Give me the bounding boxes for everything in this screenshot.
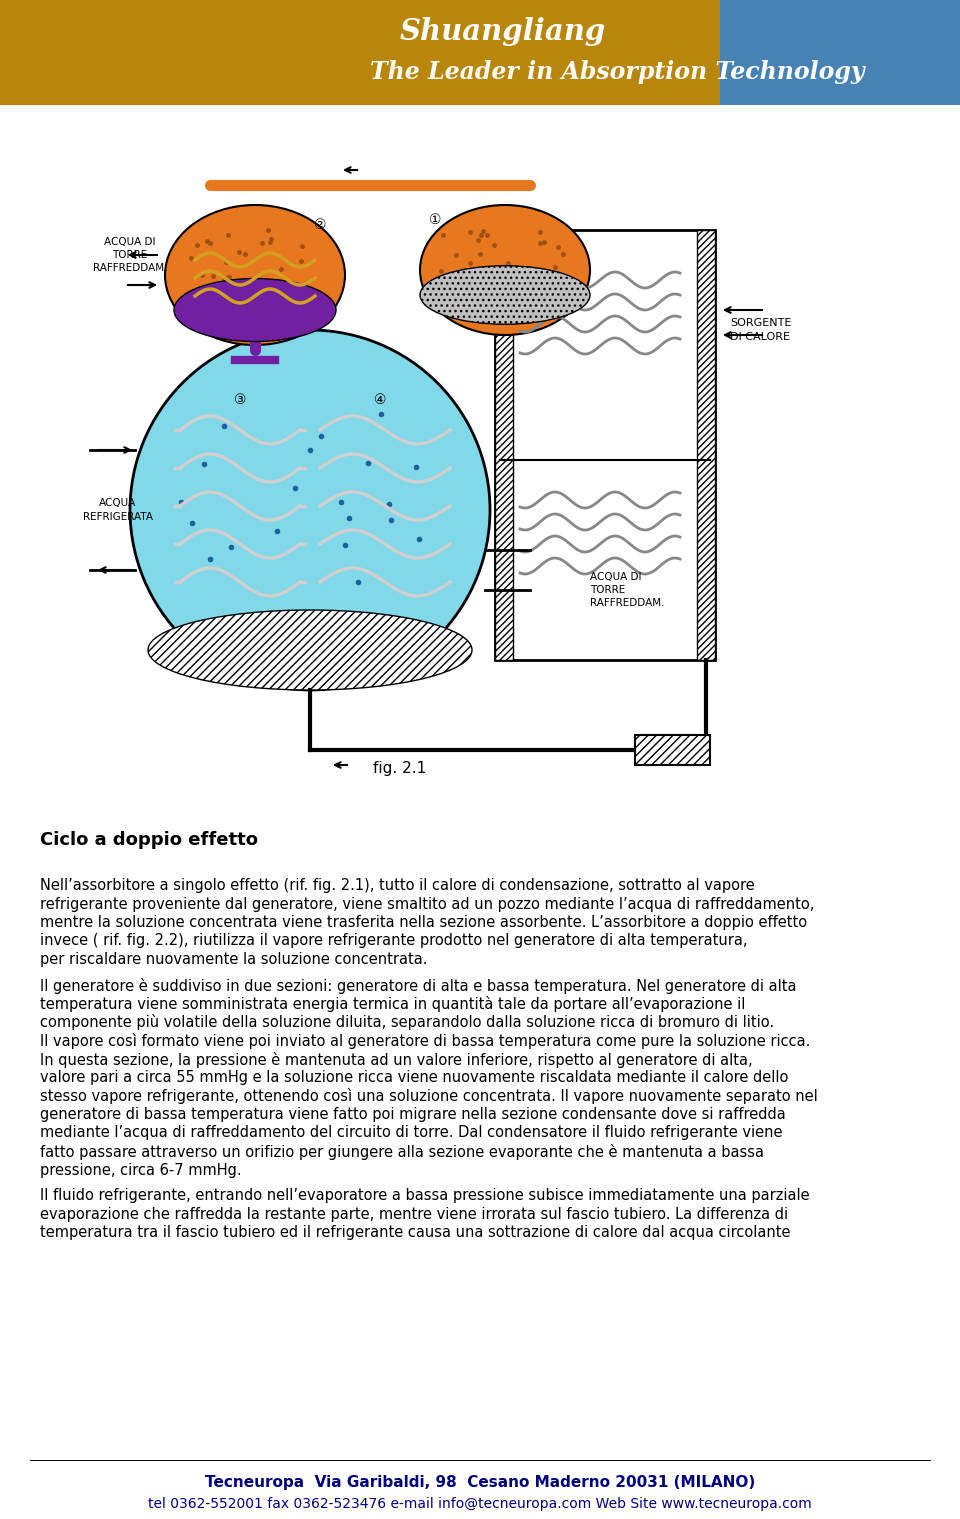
Bar bbox=[697, 229, 715, 659]
Bar bbox=[495, 229, 715, 659]
Text: invece ( rif. fig. 2.2), riutilizza il vapore refrigerante prodotto nel generato: invece ( rif. fig. 2.2), riutilizza il v… bbox=[40, 934, 748, 948]
Text: temperatura tra il fascio tubiero ed il refrigerante causa una sottrazione di ca: temperatura tra il fascio tubiero ed il … bbox=[40, 1224, 790, 1240]
Text: Tecneuropa  Via Garibaldi, 98  Cesano Maderno 20031 (MILANO): Tecneuropa Via Garibaldi, 98 Cesano Made… bbox=[204, 1475, 756, 1490]
Text: Nell’assorbitore a singolo effetto (rif. fig. 2.1), tutto il calore di condensaz: Nell’assorbitore a singolo effetto (rif.… bbox=[40, 878, 755, 893]
Ellipse shape bbox=[174, 278, 336, 342]
Text: Il generatore è suddiviso in due sezioni: generatore di alta e bassa temperatura: Il generatore è suddiviso in due sezioni… bbox=[40, 978, 797, 993]
Text: Ciclo a doppio effetto: Ciclo a doppio effetto bbox=[40, 831, 258, 849]
Text: pressione, circa 6-7 mmHg.: pressione, circa 6-7 mmHg. bbox=[40, 1162, 242, 1177]
Text: ②: ② bbox=[314, 219, 326, 232]
Text: evaporazione che raffredda la restante parte, mentre viene irrorata sul fascio t: evaporazione che raffredda la restante p… bbox=[40, 1206, 788, 1221]
Text: Il vapore così formato viene poi inviato al generatore di bassa temperatura come: Il vapore così formato viene poi inviato… bbox=[40, 1033, 810, 1050]
Bar bbox=[635, 735, 710, 766]
Bar bbox=[0, 0, 720, 105]
Bar bbox=[720, 0, 960, 105]
Ellipse shape bbox=[165, 205, 345, 345]
Text: generatore di bassa temperatura viene fatto poi migrare nella sezione condensant: generatore di bassa temperatura viene fa… bbox=[40, 1107, 785, 1123]
Text: mediante l’acqua di raffreddamento del circuito di torre. Dal condensatore il fl: mediante l’acqua di raffreddamento del c… bbox=[40, 1126, 782, 1141]
Circle shape bbox=[130, 330, 490, 690]
Bar bbox=[495, 229, 513, 659]
Text: The Leader in Absorption Technology: The Leader in Absorption Technology bbox=[370, 59, 865, 84]
Text: ACQUA DI
TORRE
RAFFREDDAM.: ACQUA DI TORRE RAFFREDDAM. bbox=[93, 237, 167, 273]
Text: Shuangliang: Shuangliang bbox=[400, 18, 607, 47]
Text: componente più volatile della soluzione diluita, separandolo dalla soluzione ric: componente più volatile della soluzione … bbox=[40, 1015, 774, 1030]
Text: temperatura viene somministrata energia termica in quantità tale da portare all’: temperatura viene somministrata energia … bbox=[40, 996, 745, 1012]
Ellipse shape bbox=[148, 611, 472, 690]
Text: fatto passare attraverso un orifizio per giungere alla sezione evaporante che è : fatto passare attraverso un orifizio per… bbox=[40, 1144, 764, 1161]
Text: per riscaldare nuovamente la soluzione concentrata.: per riscaldare nuovamente la soluzione c… bbox=[40, 952, 427, 968]
Text: SORGENTE
DI CALORE: SORGENTE DI CALORE bbox=[730, 319, 791, 342]
Text: tel 0362-552001 fax 0362-523476 e-mail info@tecneuropa.com Web Site www.tecneuro: tel 0362-552001 fax 0362-523476 e-mail i… bbox=[148, 1498, 812, 1511]
Text: In questa sezione, la pressione è mantenuta ad un valore inferiore, rispetto al : In questa sezione, la pressione è manten… bbox=[40, 1051, 753, 1068]
Text: ACQUA DI
TORRE
RAFFREDDAM.: ACQUA DI TORRE RAFFREDDAM. bbox=[590, 571, 664, 608]
Ellipse shape bbox=[420, 205, 590, 336]
Ellipse shape bbox=[420, 266, 590, 324]
Text: mentre la soluzione concentrata viene trasferita nella sezione assorbente. L’ass: mentre la soluzione concentrata viene tr… bbox=[40, 914, 807, 930]
Text: ①: ① bbox=[429, 213, 442, 226]
Text: Il fluido refrigerante, entrando nell’evaporatore a bassa pressione subisce imme: Il fluido refrigerante, entrando nell’ev… bbox=[40, 1188, 809, 1203]
Text: refrigerante proveniente dal generatore, viene smaltito ad un pozzo mediante l’a: refrigerante proveniente dal generatore,… bbox=[40, 896, 814, 911]
Text: stesso vapore refrigerante, ottenendo così una soluzione concentrata. Il vapore : stesso vapore refrigerante, ottenendo co… bbox=[40, 1089, 818, 1104]
Text: valore pari a circa 55 mmHg e la soluzione ricca viene nuovamente riscaldata med: valore pari a circa 55 mmHg e la soluzio… bbox=[40, 1069, 788, 1085]
Text: ④: ④ bbox=[373, 393, 386, 407]
Text: fig. 2.1: fig. 2.1 bbox=[373, 761, 426, 776]
Text: ACQUA
REFRIGERATA: ACQUA REFRIGERATA bbox=[83, 498, 153, 521]
Text: ③: ③ bbox=[233, 393, 247, 407]
